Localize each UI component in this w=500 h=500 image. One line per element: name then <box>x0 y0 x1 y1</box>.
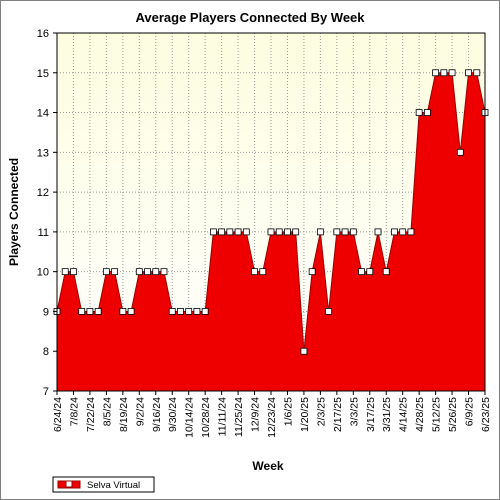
x-tick-label: 7/8/24 <box>68 397 80 426</box>
data-point <box>316 228 324 236</box>
data-point <box>349 228 357 236</box>
data-point <box>407 228 415 236</box>
data-point <box>267 228 275 236</box>
data-point <box>102 268 110 276</box>
data-point <box>234 228 242 236</box>
x-tick-label: 2/17/25 <box>332 397 344 432</box>
data-point <box>284 228 291 236</box>
x-tick-label: 9/2/24 <box>134 397 146 426</box>
x-tick-label: 6/24/24 <box>52 397 64 432</box>
x-tick-label: 4/28/25 <box>414 397 426 432</box>
x-tick-label: 11/11/24 <box>217 397 229 436</box>
legend: Selva Virtual <box>52 476 155 493</box>
x-tick-label: 11/25/24 <box>233 397 245 437</box>
chart-title: Average Players Connected By Week <box>135 10 365 25</box>
data-point <box>185 308 193 315</box>
y-tick-label: 15 <box>37 68 49 80</box>
data-point <box>465 69 472 77</box>
data-point <box>358 268 365 276</box>
data-point <box>78 308 86 315</box>
data-point <box>218 228 226 236</box>
data-point <box>127 308 135 315</box>
x-axis-ticks: 6/24/24 7/8/24 7/22/24 8/5/24 8/19/24 9/2/24 9… <box>52 391 492 438</box>
data-point <box>168 308 176 315</box>
data-point <box>399 228 407 236</box>
x-tick-label: 10/28/24 <box>200 397 212 438</box>
y-axis-title: Players Connected <box>7 158 21 266</box>
x-axis-title: Week <box>252 459 283 473</box>
x-tick-label: 8/5/24 <box>101 397 113 426</box>
data-point <box>423 109 431 116</box>
data-point <box>177 308 184 315</box>
data-point <box>144 268 151 276</box>
x-tick-label: 12/23/24 <box>266 397 278 438</box>
data-point <box>201 308 209 315</box>
x-tick-label: 4/14/25 <box>398 397 410 432</box>
data-point <box>432 69 440 77</box>
x-tick-label: 2/3/25 <box>315 397 327 426</box>
data-point <box>473 69 481 77</box>
data-point <box>308 268 316 276</box>
y-tick-label: 14 <box>37 108 49 120</box>
data-point <box>111 268 119 276</box>
x-tick-label: 3/17/25 <box>365 397 377 432</box>
x-tick-label: 9/16/24 <box>151 397 163 432</box>
x-tick-label: 5/26/25 <box>447 397 459 432</box>
y-tick-label: 7 <box>43 386 49 398</box>
data-point <box>259 268 267 276</box>
x-tick-label: 8/19/24 <box>118 397 130 432</box>
data-point <box>86 308 94 315</box>
data-point <box>391 228 398 236</box>
data-point <box>209 228 217 236</box>
y-tick-label: 11 <box>38 227 49 239</box>
data-point <box>226 228 234 236</box>
data-point <box>292 228 300 236</box>
x-tick-label: 7/22/24 <box>85 397 97 432</box>
data-point <box>61 268 69 276</box>
data-point <box>152 268 160 276</box>
x-tick-label: 12/9/24 <box>250 397 262 432</box>
x-tick-label: 10/14/24 <box>184 397 196 438</box>
data-point <box>333 228 341 236</box>
x-tick-label: 5/12/25 <box>431 397 443 432</box>
data-point <box>251 268 258 276</box>
data-point <box>366 268 374 276</box>
y-tick-label: 13 <box>37 147 49 159</box>
y-tick-label: 8 <box>43 346 49 358</box>
data-point <box>382 268 390 276</box>
legend-marker <box>65 480 73 488</box>
data-point <box>440 69 448 77</box>
y-axis-ticks: 7 8 9 10 11 12 13 14 15 16 <box>37 28 57 398</box>
data-point <box>135 268 143 276</box>
y-tick-label: 12 <box>37 187 49 199</box>
data-point <box>341 228 349 236</box>
data-point <box>193 308 201 315</box>
data-point <box>70 268 77 276</box>
y-tick-label: 10 <box>37 267 49 279</box>
y-tick-label: 16 <box>37 28 49 40</box>
data-point <box>300 347 308 355</box>
data-point <box>160 268 168 276</box>
x-tick-label: 6/9/25 <box>464 397 476 426</box>
data-point <box>275 228 283 236</box>
legend-label: Selva Virtual <box>87 480 140 491</box>
data-point <box>242 228 250 236</box>
x-tick-label: 3/31/25 <box>381 397 393 432</box>
x-tick-label: 1/20/25 <box>299 397 311 432</box>
data-point <box>119 308 127 315</box>
x-tick-label: 6/23/25 <box>480 397 492 432</box>
data-point <box>456 148 464 156</box>
data-point <box>374 228 382 236</box>
x-tick-label: 1/6/25 <box>282 397 294 426</box>
data-point <box>94 308 102 315</box>
x-tick-label: 9/30/24 <box>167 397 179 432</box>
y-tick-label: 9 <box>43 306 49 318</box>
x-tick-label: 3/3/25 <box>348 397 360 426</box>
data-point <box>325 308 333 315</box>
data-point <box>415 109 423 116</box>
data-point <box>448 69 456 77</box>
